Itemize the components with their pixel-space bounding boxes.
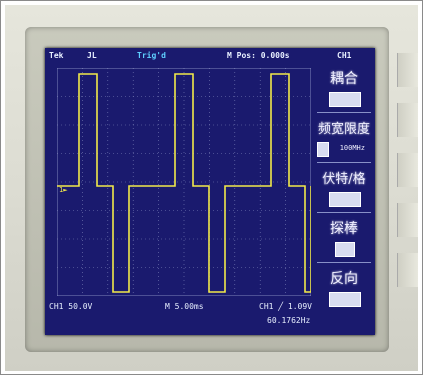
menu-button-4[interactable] [397, 203, 418, 237]
waveform-display: 1► [57, 68, 311, 296]
menu-button-1[interactable] [397, 53, 418, 87]
top-status-bar: Tek JL Trig'd M Pos: 0.000s CH1 [45, 48, 375, 62]
menu-divider-2 [317, 162, 371, 163]
bandwidth-toggle[interactable] [317, 142, 329, 157]
menu-button-5[interactable] [397, 253, 418, 287]
ch1-trace [57, 73, 311, 293]
ch1-ground-marker: 1► [59, 186, 68, 194]
volts-div-title: 伏特/格 [322, 172, 366, 187]
menu-divider-1 [317, 112, 371, 113]
probe-value[interactable] [335, 242, 355, 257]
menu-button-3[interactable] [397, 153, 418, 187]
volts-div-value[interactable] [329, 192, 361, 207]
graticule-border [57, 68, 311, 296]
bandwidth-title: 频宽限度 [317, 122, 370, 137]
trigger-info-label: CH1 ╱ 1.09V [259, 302, 312, 311]
coupling-value[interactable] [329, 92, 361, 107]
menu-button-2[interactable] [397, 103, 418, 137]
run-state-label: Trig'd [137, 51, 166, 60]
menu-divider-4 [317, 262, 371, 263]
graticule [57, 68, 311, 296]
coupling-title: 耦合 [330, 71, 358, 87]
position-label: M Pos: 0.000s [227, 51, 290, 60]
oscilloscope-screen: Tek JL Trig'd M Pos: 0.000s CH1 1► 耦合 频宽… [45, 48, 375, 335]
frequency-label: 60.1762Hz [267, 316, 311, 325]
vertical-menu: 耦合 频宽限度 100MHz 伏特/格 探棒 反向 [315, 62, 373, 332]
invert-title: 反向 [330, 271, 358, 287]
ch1-scale-label: CH1 50.0V [49, 302, 93, 311]
menu-divider-3 [317, 212, 371, 213]
mode-label: Tek [49, 51, 64, 60]
time-scale-label: M 5.00ms [165, 302, 204, 311]
probe-title: 探棒 [330, 221, 358, 237]
bandwidth-value: 100MHz [339, 144, 365, 152]
invert-value[interactable] [329, 292, 361, 307]
bottom-status-bar: CH1 50.0V M 5.00ms CH1 ╱ 1.09V 60.1762Hz [45, 298, 375, 335]
channel-menu-label: CH1 [337, 51, 352, 60]
trigger-state-label: JL [87, 51, 97, 60]
